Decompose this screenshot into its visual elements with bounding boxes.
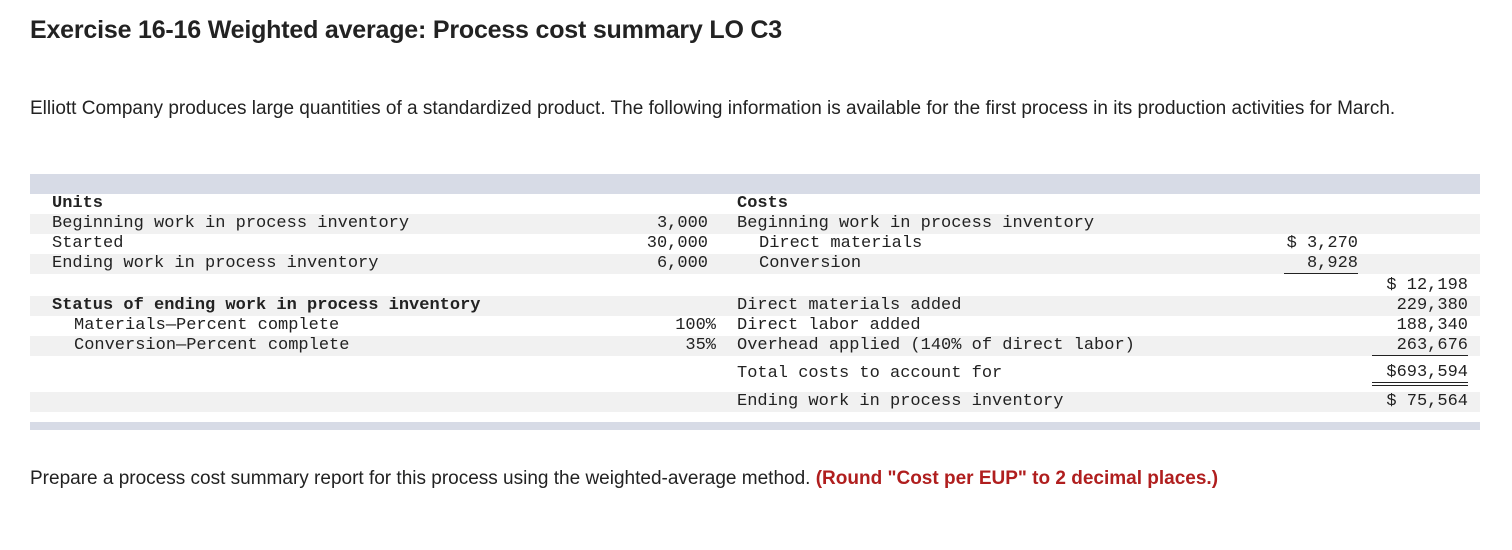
instruction-text: Prepare a process cost summary report fo… <box>30 468 816 489</box>
costs-label-ending-wip: Ending work in process inventory <box>737 392 1064 411</box>
status-label-conversion: Conversion—Percent complete <box>74 336 350 355</box>
row-stripe <box>30 296 1480 316</box>
costs-label-overhead-applied: Overhead applied (140% of direct labor) <box>737 336 1135 355</box>
costs-label-beginning-wip: Beginning work in process inventory <box>737 214 1095 233</box>
costs-value-direct-materials-added: 229,380 <box>1396 296 1468 315</box>
row-stripe <box>30 336 1480 356</box>
units-label-started: Started <box>52 234 124 253</box>
costs-value-conversion: 8,928 <box>1284 254 1358 274</box>
units-label-ending-wip: Ending work in process inventory <box>52 254 379 273</box>
status-value-materials: 100% <box>675 316 716 335</box>
units-value-started: 30,000 <box>646 234 708 253</box>
costs-value-total: $693,594 <box>1372 364 1468 386</box>
table-bottom-band <box>30 422 1480 430</box>
costs-label-total: Total costs to account for <box>737 364 1003 383</box>
intro-paragraph: Elliott Company produces large quantitie… <box>30 98 1396 119</box>
table-top-band <box>30 174 1480 194</box>
units-value-ending-wip: 6,000 <box>656 254 708 273</box>
rounding-note: (Round "Cost per EUP" to 2 decimal place… <box>815 468 1219 489</box>
costs-value-direct-materials: $ 3,270 <box>1286 234 1358 253</box>
units-header: Units <box>52 194 104 213</box>
costs-label-direct-labor-added: Direct labor added <box>737 316 921 335</box>
status-header: Status of ending work in process invento… <box>52 296 481 315</box>
costs-value-beginning-total: $ 12,198 <box>1386 276 1468 295</box>
row-stripe <box>30 254 1480 274</box>
row-stripe <box>30 392 1480 412</box>
costs-label-direct-materials-added: Direct materials added <box>737 296 962 315</box>
status-value-conversion: 35% <box>685 336 716 355</box>
costs-header: Costs <box>737 194 789 213</box>
costs-label-conversion: Conversion <box>759 254 862 273</box>
row-stripe <box>30 214 1480 234</box>
instruction-paragraph: Prepare a process cost summary report fo… <box>30 466 1450 492</box>
exercise-title: Exercise 16-16 Weighted average: Process… <box>30 16 782 44</box>
status-label-materials: Materials—Percent complete <box>74 316 340 335</box>
costs-value-overhead-applied: 263,676 <box>1372 336 1468 356</box>
units-value-beginning-wip: 3,000 <box>656 214 708 233</box>
costs-value-ending-wip: $ 75,564 <box>1386 392 1468 411</box>
units-label-beginning-wip: Beginning work in process inventory <box>52 214 410 233</box>
costs-value-direct-labor-added: 188,340 <box>1396 316 1468 335</box>
data-table: Units Beginning work in process inventor… <box>30 174 1480 430</box>
costs-label-direct-materials: Direct materials <box>759 234 923 253</box>
